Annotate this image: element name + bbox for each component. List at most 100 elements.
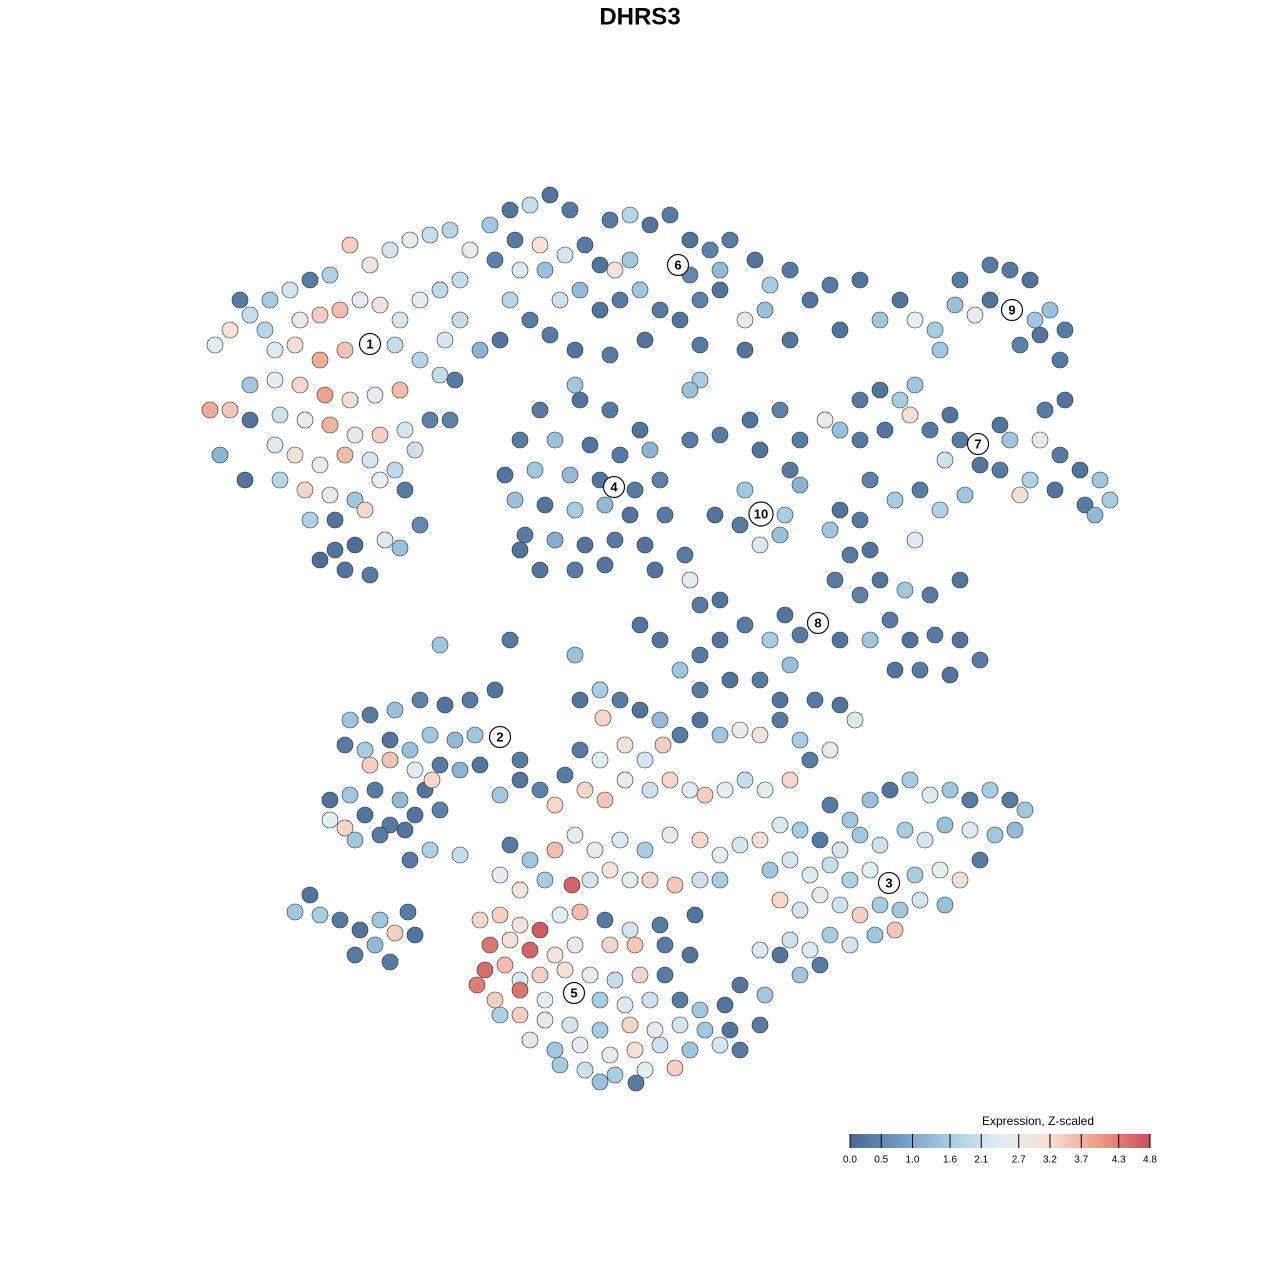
point: [846, 711, 864, 729]
point: [911, 891, 929, 909]
point: [661, 206, 679, 224]
point: [831, 696, 849, 714]
point: [601, 1046, 619, 1064]
point: [971, 651, 989, 669]
point: [711, 281, 729, 299]
point: [566, 376, 584, 394]
point: [531, 781, 549, 799]
point: [591, 1021, 609, 1039]
point: [651, 631, 669, 649]
point: [771, 891, 789, 909]
cluster-label: 5: [570, 985, 577, 1000]
point: [531, 966, 549, 984]
point: [691, 711, 709, 729]
point: [871, 896, 889, 914]
point: [871, 571, 889, 589]
point: [861, 471, 879, 489]
point: [381, 751, 399, 769]
point: [601, 346, 619, 364]
point: [361, 706, 379, 724]
point: [871, 381, 889, 399]
point: [851, 826, 869, 844]
point: [356, 501, 374, 519]
point: [396, 481, 414, 499]
point: [731, 1041, 749, 1059]
point: [566, 341, 584, 359]
point: [566, 646, 584, 664]
point: [706, 506, 724, 524]
point: [751, 831, 769, 849]
point: [641, 871, 659, 889]
point: [896, 821, 914, 839]
point: [201, 401, 219, 419]
point: [636, 536, 654, 554]
point: [486, 681, 504, 699]
point: [361, 756, 379, 774]
cluster-marker: [806, 611, 830, 635]
point: [301, 271, 319, 289]
point: [321, 486, 339, 504]
point: [651, 711, 669, 729]
point: [1091, 471, 1109, 489]
point: [791, 901, 809, 919]
point: [406, 761, 424, 779]
point: [266, 371, 284, 389]
point: [496, 466, 514, 484]
point: [311, 306, 329, 324]
point: [546, 841, 564, 859]
point: [751, 671, 769, 689]
point: [601, 211, 619, 229]
point: [751, 536, 769, 554]
point: [901, 406, 919, 424]
point: [431, 366, 449, 384]
point: [551, 906, 569, 924]
point: [576, 1061, 594, 1079]
point: [951, 271, 969, 289]
point: [296, 481, 314, 499]
point: [571, 1036, 589, 1054]
colorbar-tick-label: 1.0: [906, 1155, 920, 1166]
point: [601, 936, 619, 954]
point: [321, 791, 339, 809]
point: [346, 426, 364, 444]
cluster-marker: [358, 332, 382, 356]
point: [521, 311, 539, 329]
point: [611, 291, 629, 309]
point: [781, 331, 799, 349]
point: [241, 376, 259, 394]
point: [711, 426, 729, 444]
point: [591, 751, 609, 769]
point: [756, 301, 774, 319]
point: [791, 966, 809, 984]
point: [831, 841, 849, 859]
point: [621, 871, 639, 889]
colorbar-gradient: [850, 1134, 1150, 1148]
point: [536, 991, 554, 1009]
point: [596, 791, 614, 809]
point: [1101, 491, 1119, 509]
point: [501, 836, 519, 854]
point: [471, 911, 489, 929]
point: [206, 336, 224, 354]
point: [491, 331, 509, 349]
point: [421, 226, 439, 244]
colorbar-tick-label: 3.2: [1043, 1155, 1057, 1166]
point: [506, 231, 524, 249]
point: [1041, 301, 1059, 319]
point: [711, 1036, 729, 1054]
point: [641, 781, 659, 799]
point: [906, 531, 924, 549]
point: [601, 861, 619, 879]
point: [381, 241, 399, 259]
point: [486, 251, 504, 269]
point: [636, 841, 654, 859]
point: [831, 896, 849, 914]
point: [511, 916, 529, 934]
point: [511, 1006, 529, 1024]
point: [386, 336, 404, 354]
point: [871, 311, 889, 329]
point: [691, 646, 709, 664]
point: [221, 401, 239, 419]
point: [821, 741, 839, 759]
point: [941, 406, 959, 424]
